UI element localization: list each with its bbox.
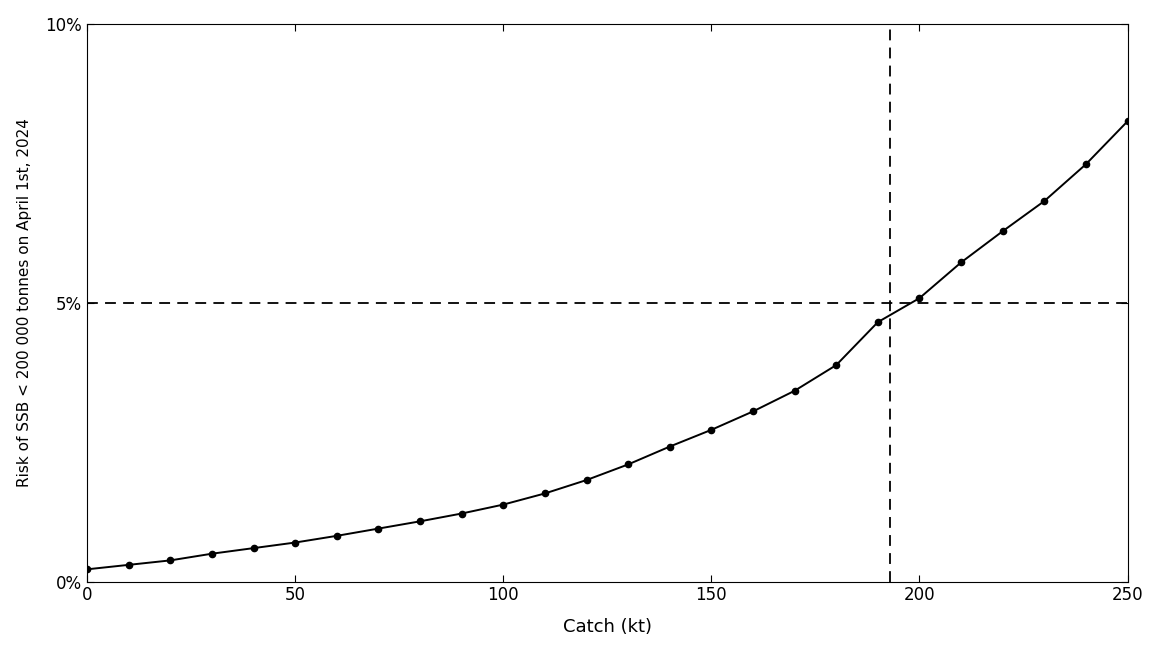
- X-axis label: Catch (kt): Catch (kt): [563, 618, 652, 636]
- Y-axis label: Risk of SSB < 200 000 tonnes on April 1st, 2024: Risk of SSB < 200 000 tonnes on April 1s…: [16, 118, 31, 487]
